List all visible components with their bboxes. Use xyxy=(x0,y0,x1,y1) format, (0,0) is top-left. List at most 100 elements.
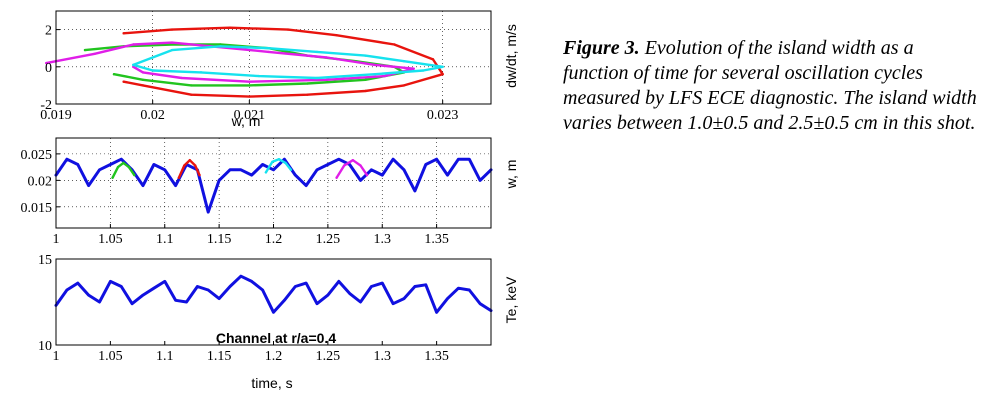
data-point xyxy=(315,50,319,54)
phase-portrait-frame xyxy=(55,10,492,105)
data-point xyxy=(351,159,355,162)
data-point xyxy=(267,50,270,54)
data-point xyxy=(267,47,270,50)
data-point xyxy=(87,293,90,297)
data-point xyxy=(402,168,406,171)
y-tick-label: 0 xyxy=(45,61,52,76)
data-point xyxy=(250,173,253,177)
data-point xyxy=(180,76,183,80)
island-width-ylabel: w, m xyxy=(503,160,519,190)
data-point xyxy=(431,58,435,61)
data-point xyxy=(98,168,101,171)
data-point xyxy=(228,285,232,288)
x-tick-label: 1.35 xyxy=(424,349,449,364)
phase-portrait-series xyxy=(45,26,444,98)
data-point xyxy=(335,33,338,37)
y-tick-label: 0.015 xyxy=(21,201,53,216)
data-point xyxy=(441,73,444,76)
data-point xyxy=(194,164,197,167)
data-point xyxy=(250,280,253,283)
y-tick-label: -2 xyxy=(40,98,52,113)
data-point xyxy=(109,280,112,283)
te-ticks: 1 1.05 1.1 1.15 1.2 1.25 1.3 1.35 10 15 xyxy=(38,253,449,364)
data-point xyxy=(76,163,79,166)
x-tick-label: 1 xyxy=(53,349,60,364)
data-point xyxy=(196,285,199,288)
data-point xyxy=(151,69,154,72)
data-point xyxy=(111,176,114,179)
data-point xyxy=(93,52,96,55)
data-point xyxy=(116,165,120,169)
te-xlabel: time, s xyxy=(251,375,292,391)
data-point xyxy=(120,285,123,288)
caption-label: Figure 3. xyxy=(563,37,640,59)
data-point xyxy=(170,43,174,46)
data-point xyxy=(219,45,222,48)
x-tick-label: 1.15 xyxy=(207,349,232,364)
data-point xyxy=(217,179,221,182)
data-point xyxy=(342,164,346,167)
data-point xyxy=(163,280,166,283)
data-point xyxy=(424,163,427,166)
data-point xyxy=(127,165,131,169)
x-tick-label: 1.2 xyxy=(265,349,283,364)
data-point xyxy=(283,157,286,161)
data-point xyxy=(422,69,425,72)
figure-caption: Figure 3. Evolution of the island width … xyxy=(563,36,983,136)
data-point xyxy=(284,161,287,165)
data-point xyxy=(170,41,174,44)
data-point xyxy=(261,163,264,166)
data-point xyxy=(98,300,101,304)
island-width-grid xyxy=(55,138,491,228)
data-point xyxy=(207,288,210,292)
data-point xyxy=(248,84,251,87)
data-point xyxy=(435,311,438,314)
data-point xyxy=(109,163,112,166)
x-tick-label: 1.05 xyxy=(98,232,123,247)
data-point xyxy=(190,84,193,87)
data-point xyxy=(446,173,449,177)
data-point xyxy=(257,74,261,78)
data-point xyxy=(468,157,471,161)
data-point xyxy=(337,280,340,283)
data-point xyxy=(207,210,210,214)
data-point xyxy=(112,73,116,76)
x-tick-label: 1 xyxy=(53,232,60,247)
data-point xyxy=(190,93,193,96)
data-point xyxy=(370,168,373,171)
data-point xyxy=(272,311,275,314)
phase-portrait-ylabel: dw/dt, m/s xyxy=(503,24,519,88)
data-point xyxy=(122,161,125,165)
data-point xyxy=(141,78,145,82)
data-point xyxy=(359,179,362,182)
x-tick-label: 1.25 xyxy=(316,232,341,247)
data-point xyxy=(348,292,351,295)
data-point xyxy=(381,173,384,177)
data-point xyxy=(132,63,135,67)
data-point xyxy=(370,285,373,288)
data-point xyxy=(130,302,134,305)
x-tick-label: 1.3 xyxy=(374,232,392,247)
data-point xyxy=(306,82,309,85)
data-point xyxy=(87,184,90,187)
data-point xyxy=(325,56,328,59)
data-point xyxy=(315,302,319,305)
data-point xyxy=(373,63,377,67)
data-point xyxy=(185,300,188,304)
data-point xyxy=(76,281,79,285)
data-point xyxy=(199,71,203,74)
x-tick-label: 1.1 xyxy=(156,349,174,364)
x-tick-label: 1.05 xyxy=(98,349,123,364)
te-annotation: Channel at r/a=0.4 xyxy=(216,330,336,346)
data-point xyxy=(289,168,293,171)
x-tick-label: 0.021 xyxy=(234,108,266,123)
series-line xyxy=(54,157,493,214)
y-tick-label: 2 xyxy=(45,24,52,39)
data-point xyxy=(413,285,417,288)
data-point xyxy=(294,173,297,177)
data-point xyxy=(141,293,145,297)
data-point xyxy=(132,43,135,46)
data-point xyxy=(271,160,274,164)
data-point xyxy=(326,163,330,166)
